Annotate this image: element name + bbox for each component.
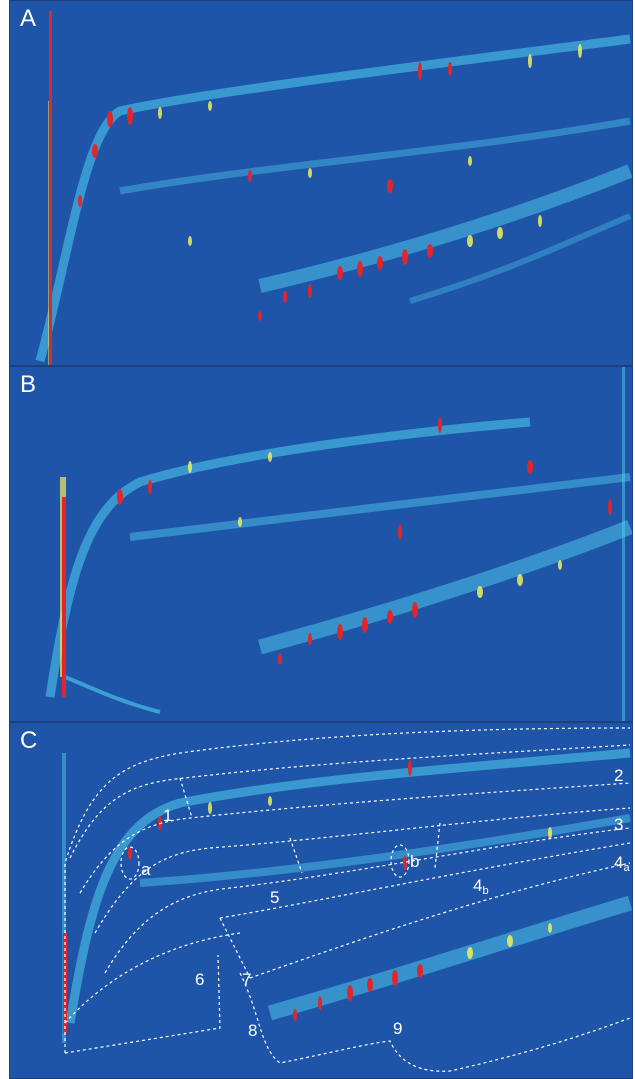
panel-c-diagram: 1 2 3 4a 4b 5 6 7 8 9 a b — [10, 723, 632, 1078]
panel-b-chromatogram — [10, 367, 632, 721]
region-label-4b-main: 4 — [473, 876, 482, 895]
region-label-8: 8 — [248, 1021, 257, 1040]
region-label-1: 1 — [163, 806, 172, 825]
region-label-4a-main: 4 — [614, 853, 623, 872]
region-label-3: 3 — [614, 815, 623, 834]
region-label-4b-sub: b — [482, 885, 488, 897]
region-label-9: 9 — [393, 1019, 402, 1038]
panel-c: 1 2 3 4a 4b 5 6 7 8 9 a b C — [9, 722, 633, 1079]
panel-a-label: A — [20, 5, 37, 32]
region-label-6: 6 — [195, 970, 204, 989]
panel-b-label: B — [20, 371, 37, 398]
panel-c-label: C — [20, 727, 38, 754]
region-label-7: 7 — [242, 970, 251, 989]
region-label-2: 2 — [614, 766, 623, 785]
panel-a-chromatogram — [10, 1, 632, 365]
marker-b: b — [410, 852, 419, 871]
region-label-4a: 4a — [614, 853, 630, 874]
marker-a: a — [141, 860, 151, 879]
panel-a: A — [9, 0, 633, 366]
region-label-4a-sub: a — [623, 862, 630, 874]
region-label-4b: 4b — [473, 876, 489, 897]
panel-b: B — [9, 366, 633, 722]
region-label-5: 5 — [270, 888, 279, 907]
